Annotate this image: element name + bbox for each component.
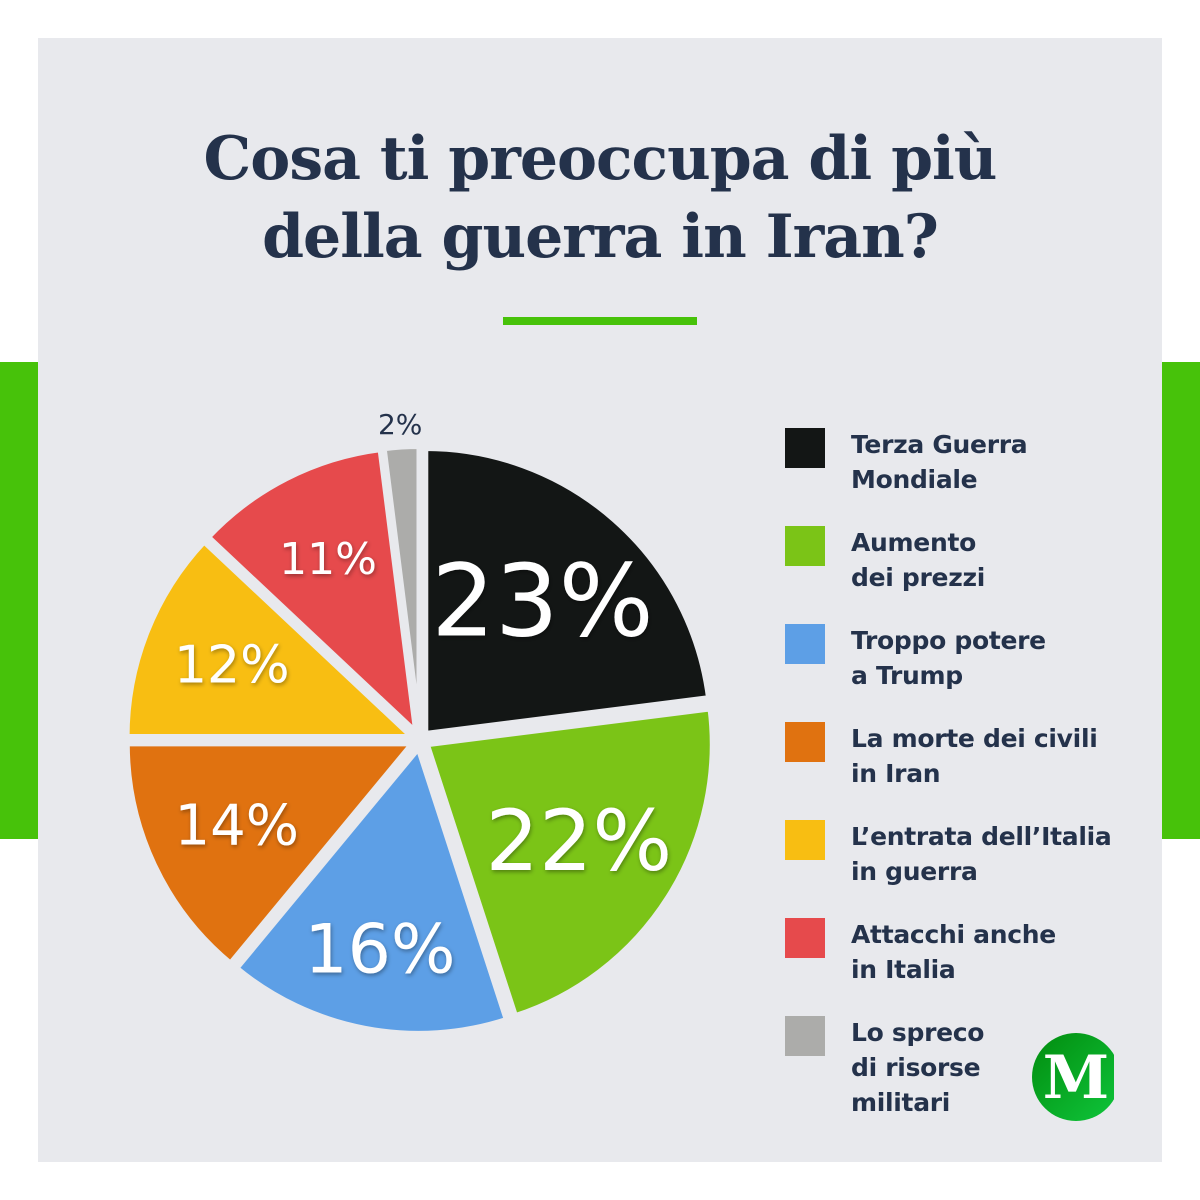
legend-swatch [785, 820, 825, 860]
title-underline [503, 317, 697, 325]
slice-value-label: 11% [279, 534, 377, 585]
slice-value-label: 16% [304, 911, 455, 990]
legend-swatch [785, 722, 825, 762]
pie-slice [203, 445, 421, 741]
pie-slice [422, 444, 713, 738]
chart-title-line-2: della guerra in Iran? [262, 202, 939, 272]
logo-circle-icon [1032, 1033, 1114, 1121]
slice-value-label: 2% [378, 408, 422, 441]
legend-label: Aumento dei prezzi [851, 528, 985, 592]
pie-slices [123, 443, 716, 1037]
legend-swatch [785, 624, 825, 664]
brand-logo: M [1032, 1033, 1114, 1121]
legend-label: L’entrata dell’Italia in guerra [851, 822, 1112, 886]
left-accent-bar [0, 362, 40, 839]
slice-value-label: 14% [175, 794, 299, 859]
legend-swatch [785, 918, 825, 958]
chart-title: Cosa ti preoccupa di più della guerra in… [0, 120, 1200, 276]
legend-label: Attacchi anche in Italia [851, 920, 1056, 984]
pie-slice [123, 537, 421, 741]
legend: Terza Guerra Mondiale Aumento dei prezzi… [785, 428, 1145, 1117]
legend-item-aumento-dei-prezzi: Aumento dei prezzi [785, 526, 1145, 624]
legend-label: Troppo potere a Trump [851, 626, 1046, 690]
legend-label: Terza Guerra Mondiale [851, 430, 1028, 494]
pie-slice [422, 705, 716, 1021]
slice-value-label: 23% [431, 542, 653, 659]
slice-value-label: 22% [486, 792, 673, 890]
pie-slice [231, 741, 511, 1037]
legend-item-spreco-risorse-militari: Lo spreco di risorse militari [785, 1016, 1145, 1117]
legend-label: La morte dei civili in Iran [851, 724, 1098, 788]
legend-swatch [785, 1016, 825, 1056]
legend-swatch [785, 428, 825, 468]
legend-item-entrata-italia-in-guerra: L’entrata dell’Italia in guerra [785, 820, 1145, 918]
legend-item-terza-guerra-mondiale: Terza Guerra Mondiale [785, 428, 1145, 526]
slice-value-label: 12% [174, 635, 290, 695]
chart-title-line-1: Cosa ti preoccupa di più [203, 124, 998, 194]
legend-item-morte-dei-civili: La morte dei civili in Iran [785, 722, 1145, 820]
legend-item-troppo-potere-a-trump: Troppo potere a Trump [785, 624, 1145, 722]
legend-label: Lo spreco di risorse militari [851, 1018, 985, 1117]
pie-labels: 23% 22% 16%14% 12% 11% 2% [174, 408, 672, 990]
pie-slice [380, 443, 423, 733]
right-accent-bar [1160, 362, 1200, 839]
logo-letter: M [1042, 1043, 1110, 1113]
pie-slice [123, 740, 420, 968]
legend-item-attacchi-in-italia: Attacchi anche in Italia [785, 918, 1145, 1016]
legend-swatch [785, 526, 825, 566]
